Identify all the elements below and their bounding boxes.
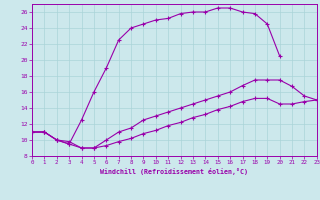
X-axis label: Windchill (Refroidissement éolien,°C): Windchill (Refroidissement éolien,°C) — [100, 168, 248, 175]
